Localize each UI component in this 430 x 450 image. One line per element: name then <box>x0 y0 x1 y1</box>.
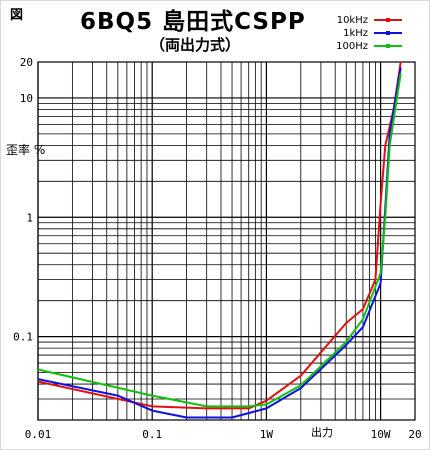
legend-label: 100Hz <box>336 41 368 52</box>
y-tick-label: 0.1 <box>13 331 33 344</box>
legend-marker <box>386 44 390 48</box>
chart-title: 6BQ5 島田式CSPP <box>80 9 306 35</box>
tick-labels: 0.01 0.1 1W 10W 20 20 10 1 0.1 <box>13 56 422 441</box>
series-line-100Hz <box>37 73 402 408</box>
y-tick-label: 20 <box>20 56 33 69</box>
legend-marker <box>386 31 390 35</box>
grid <box>37 61 416 421</box>
x-tick-label: 0.1 <box>142 428 162 441</box>
figure-tag: 図 <box>10 8 24 23</box>
plot-border <box>37 61 416 421</box>
y-tick-label: 10 <box>20 92 33 105</box>
x-axis-label: 出力 <box>311 425 333 439</box>
series-lines <box>37 61 402 419</box>
y-tick-label: 1 <box>26 211 33 224</box>
legend-marker <box>386 18 390 22</box>
y-axis-label-text: 歪率 % <box>6 143 46 157</box>
y-axis-label: 歪率 % <box>6 142 45 159</box>
chart-subtitle: （両出力式） <box>150 36 241 54</box>
x-tick-label: 0.01 <box>25 428 52 441</box>
x-tick-label: 10W <box>371 428 391 441</box>
legend: 10kHz 1kHz 100Hz <box>336 15 402 52</box>
legend-label: 1kHz <box>343 28 368 39</box>
series-line-10kHz <box>37 61 402 410</box>
legend-label: 10kHz <box>337 15 368 26</box>
x-tick-label: 20 <box>408 428 421 441</box>
x-tick-label: 1W <box>260 428 274 441</box>
